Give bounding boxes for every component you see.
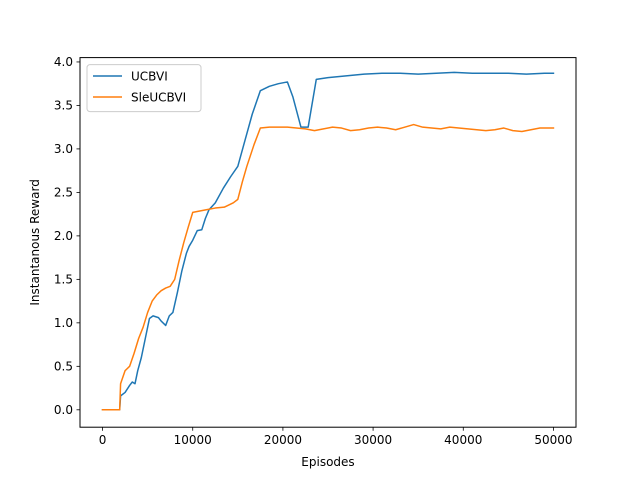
plot-frame [79, 57, 577, 428]
x-axis-ticks: 0 10000 20000 30000 40000 50000 [99, 427, 573, 447]
y-tick-label: 1.0 [54, 316, 73, 330]
x-tick-label: 30000 [354, 433, 392, 447]
plot-background [80, 57, 576, 428]
y-tick-label: 1.5 [54, 273, 73, 287]
x-axis-label: Episodes [301, 455, 354, 469]
legend-label-ucbvi: UCBVI [131, 70, 168, 84]
x-tick-label: 40000 [444, 433, 482, 447]
legend: UCBVI SleUCBVI [86, 64, 202, 113]
y-axis-label: Instantanous Reward [28, 179, 42, 305]
legend-label-sleucbvi: SleUCBVI [131, 91, 186, 105]
y-tick-label: 2.5 [54, 186, 73, 200]
y-axis-ticks: 0.0 0.5 1.0 1.5 2.0 2.5 3.0 3.5 4.0 [54, 55, 80, 417]
series-line-sleucbvi [101, 123, 555, 411]
y-tick-label: 3.5 [54, 99, 73, 113]
x-tick-label: 20000 [264, 433, 302, 447]
y-tick-label: 4.0 [54, 55, 73, 69]
x-tick-label: 10000 [174, 433, 212, 447]
y-tick-label: 0.0 [54, 403, 73, 417]
series-layer [101, 71, 555, 411]
x-tick-label: 0 [99, 433, 107, 447]
y-tick-label: 0.5 [54, 360, 73, 374]
x-tick-label: 50000 [534, 433, 572, 447]
series-line-ucbvi [101, 71, 555, 411]
y-tick-label: 2.0 [54, 229, 73, 243]
y-tick-label: 3.0 [54, 142, 73, 156]
